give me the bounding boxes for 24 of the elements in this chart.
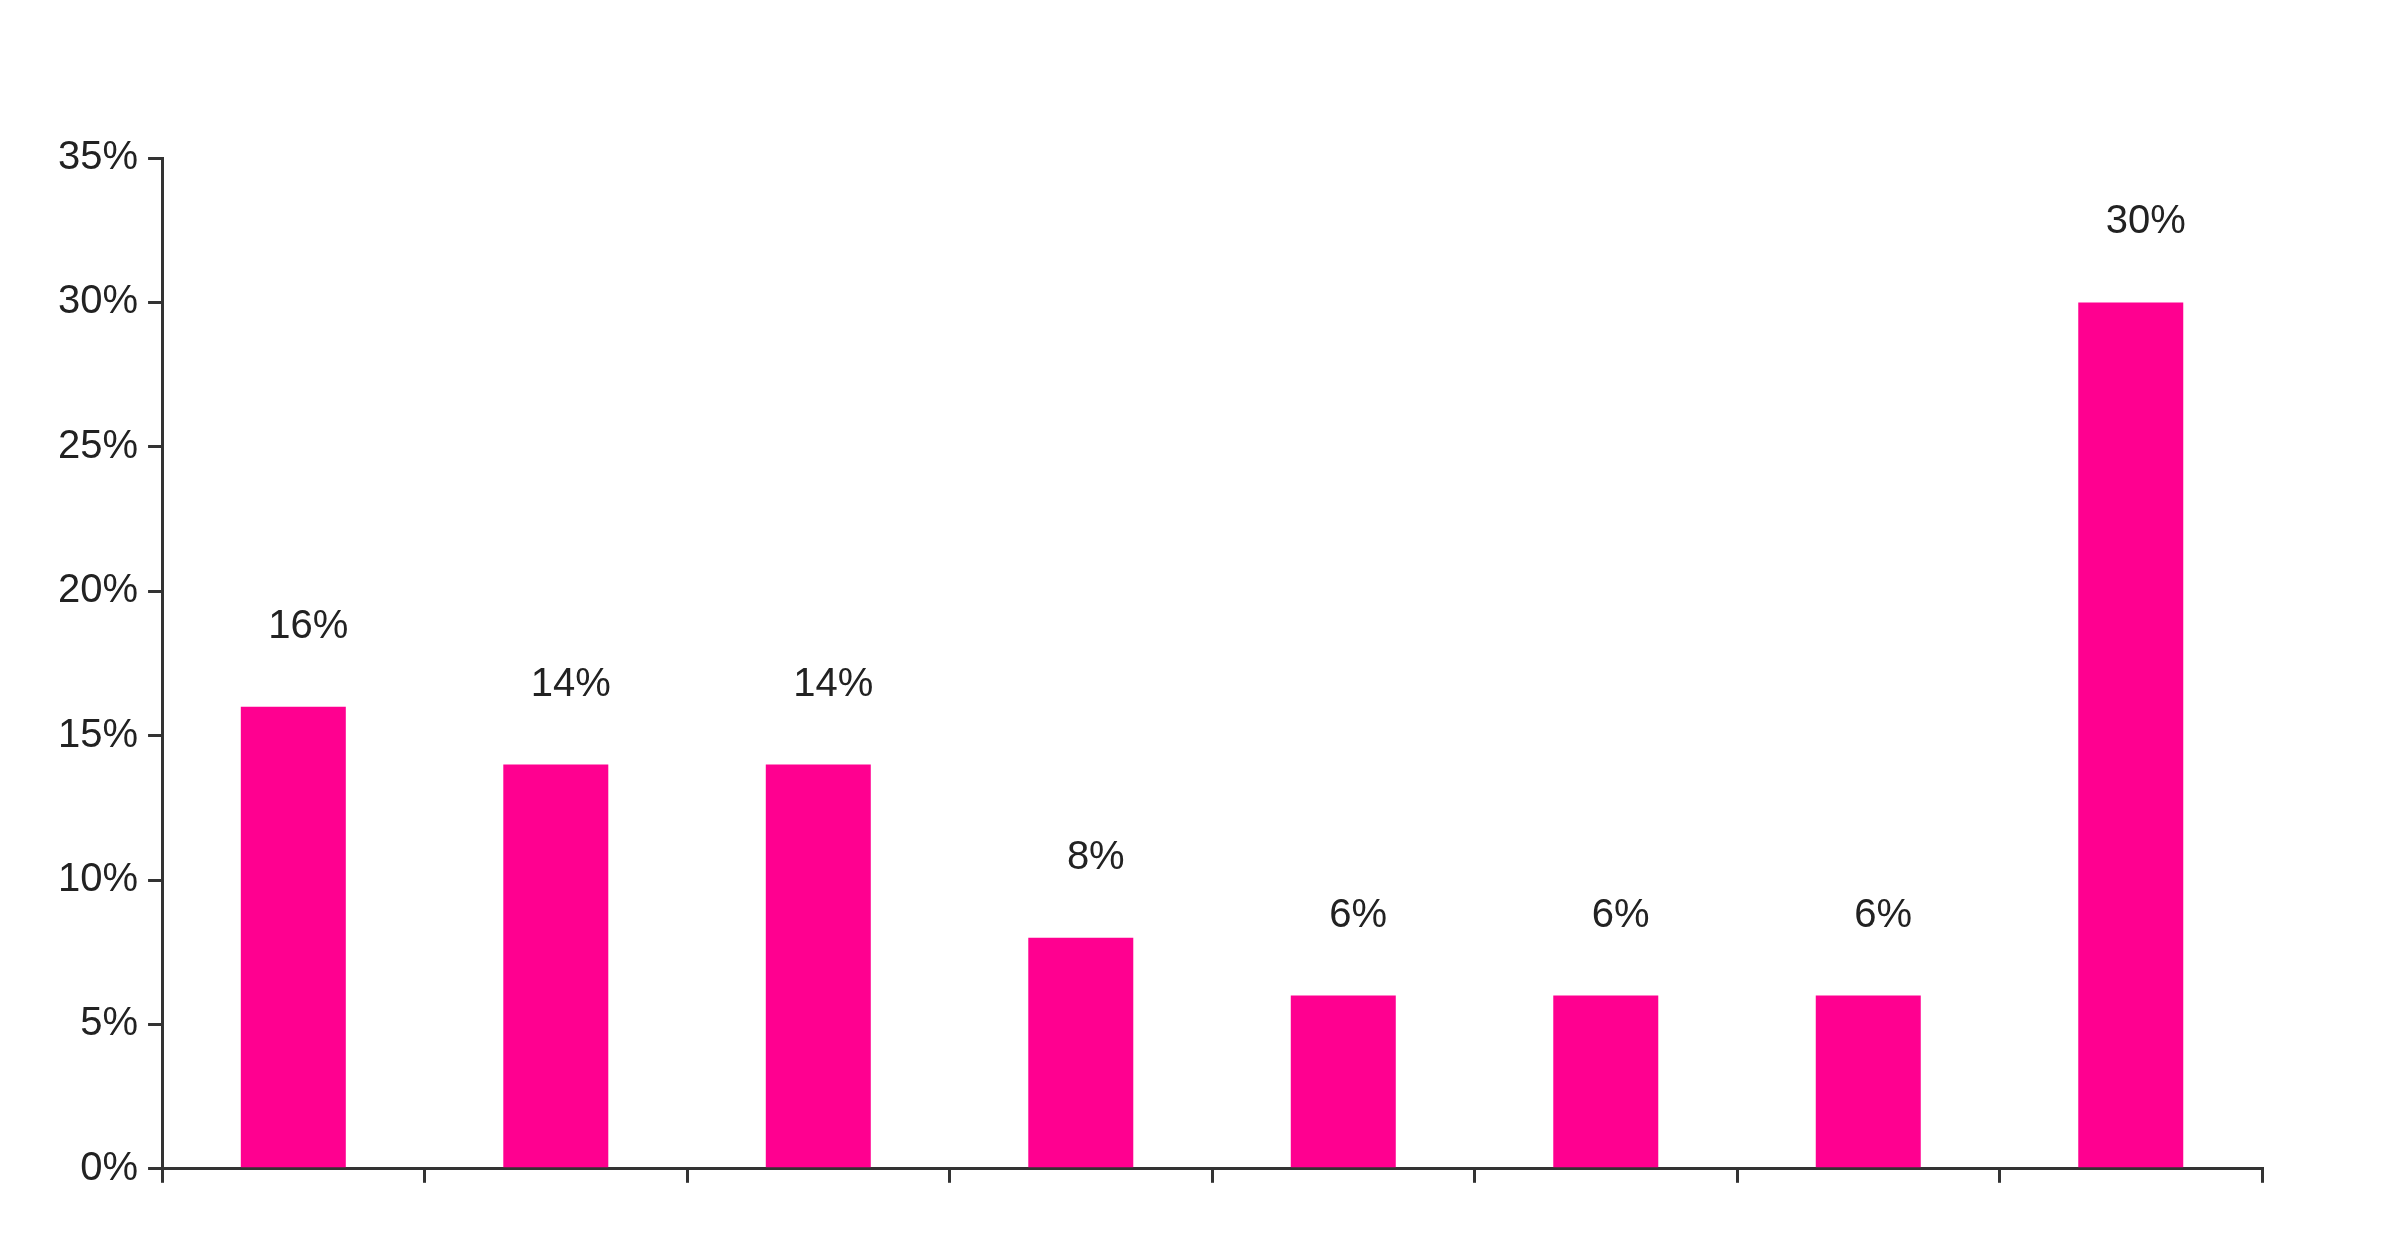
bar <box>503 764 609 1168</box>
bar <box>1028 937 1134 1168</box>
data-label: 6% <box>1329 890 1388 935</box>
data-label: 8% <box>1066 832 1125 877</box>
y-tick-label: 25% <box>58 421 139 466</box>
bar <box>240 706 346 1168</box>
data-label: 16% <box>268 601 349 646</box>
y-tick-label: 20% <box>58 566 139 611</box>
data-label: 6% <box>1591 890 1650 935</box>
data-label: 14% <box>793 659 874 704</box>
bar <box>765 764 871 1168</box>
y-tick-label: 5% <box>80 999 139 1044</box>
data-label: 6% <box>1854 890 1913 935</box>
y-tick-label: 15% <box>58 710 139 755</box>
bar <box>1815 995 1921 1168</box>
bar <box>1290 995 1396 1168</box>
bar <box>1553 995 1659 1168</box>
y-tick-label: 30% <box>58 277 139 322</box>
bar <box>2078 302 2184 1168</box>
y-tick-label: 10% <box>58 855 139 900</box>
data-label: 14% <box>530 659 611 704</box>
y-tick-label: 0% <box>80 1143 139 1188</box>
data-label: 30% <box>2105 197 2186 242</box>
y-tick-label: 35% <box>58 133 139 178</box>
